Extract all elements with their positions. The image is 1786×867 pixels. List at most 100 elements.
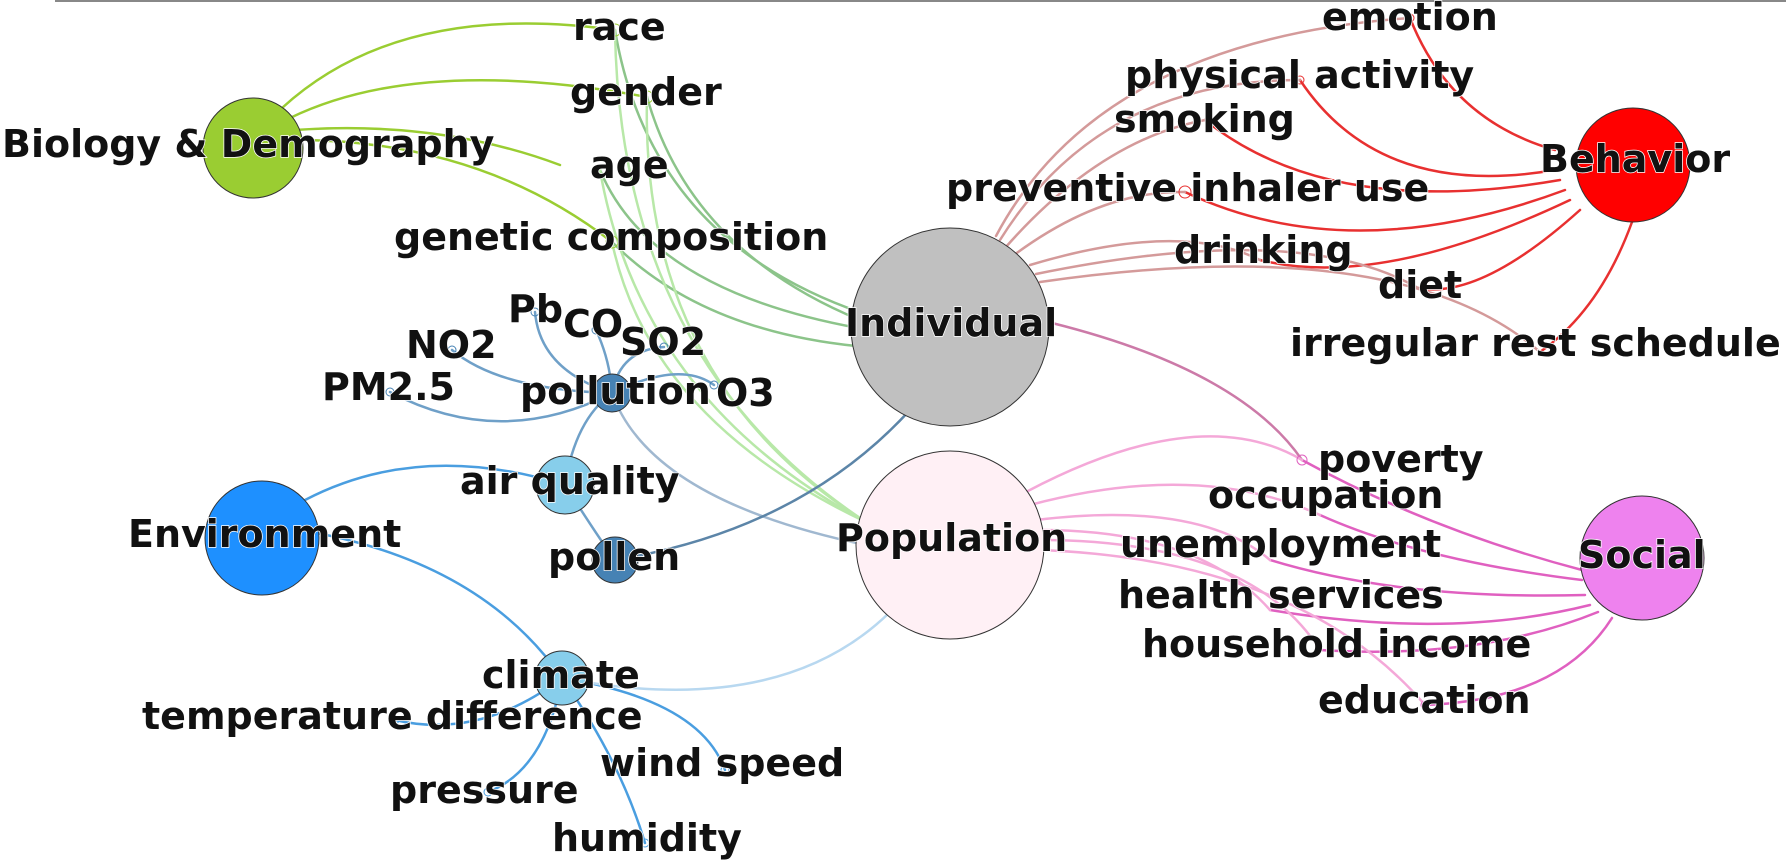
dot-pm25 xyxy=(385,387,395,397)
edge-biology-race xyxy=(280,22,617,110)
label-o3: O3 xyxy=(716,371,775,415)
dot-emotion xyxy=(1405,13,1415,23)
label-social: Social xyxy=(1578,533,1706,577)
edge-behavior-drinking xyxy=(1258,198,1572,269)
node-airquality-circle[interactable] xyxy=(535,455,595,515)
label-income: household income xyxy=(1142,622,1531,666)
label-diet: diet xyxy=(1378,263,1462,307)
dot-genetic xyxy=(605,235,619,249)
dot-physical xyxy=(1295,75,1305,85)
edge-population-poverty xyxy=(1024,435,1304,494)
edge-social-poverty xyxy=(1300,458,1584,572)
label-no2: NO2 xyxy=(406,323,497,367)
label-environment: Environment xyxy=(128,512,401,556)
dot-so2 xyxy=(659,342,669,352)
label-education: education xyxy=(1318,678,1531,722)
edge-individual-poverty xyxy=(1050,321,1304,462)
node-environment-circle[interactable] xyxy=(204,480,320,596)
edge-individual-inhaler xyxy=(1008,190,1187,260)
dot-poverty xyxy=(1296,454,1308,466)
edge-individual-emotion xyxy=(994,16,1412,238)
label-rest: irregular rest schedule xyxy=(1290,321,1781,365)
label-drinking: drinking xyxy=(1174,228,1353,272)
dot-o3 xyxy=(709,380,719,390)
label-pb: Pb xyxy=(508,287,563,331)
edge-biology-gender xyxy=(288,78,649,120)
edge-age-individual xyxy=(598,168,860,330)
dot-humidity xyxy=(640,838,650,848)
edge-biology-age xyxy=(293,126,562,167)
dot-windspeed xyxy=(720,765,730,775)
edge-climate-population xyxy=(560,610,892,691)
edge-population-health xyxy=(1038,528,1272,612)
dot-gender xyxy=(640,90,654,104)
edge-individual-rest xyxy=(1038,265,1542,354)
edge-biology-genetic xyxy=(293,138,614,244)
edge-genetic-population xyxy=(610,240,868,524)
leaf-dots xyxy=(385,13,1430,848)
label-behavior: Behavior xyxy=(1540,137,1730,181)
label-gender: gender xyxy=(570,70,722,114)
label-climate: climate xyxy=(482,653,640,697)
edge-behavior-rest xyxy=(1538,220,1634,354)
edge-behavior-emotion xyxy=(1408,16,1557,152)
edge-environment-airquality xyxy=(303,464,567,502)
label-humidity: humidity xyxy=(552,816,742,860)
dot-pressure xyxy=(483,787,493,797)
label-health: health services xyxy=(1118,573,1444,617)
label-temperature: temperature difference xyxy=(142,694,643,738)
edge-social-education xyxy=(1423,616,1614,707)
edge-genetic-individual xyxy=(610,240,858,348)
node-behavior-circle[interactable] xyxy=(1575,107,1691,223)
label-pm25: PM2.5 xyxy=(322,365,455,409)
label-occupation: occupation xyxy=(1208,473,1443,517)
node-biology-circle[interactable] xyxy=(202,97,304,199)
node-climate-circle[interactable] xyxy=(534,650,590,706)
label-pollution: pollution xyxy=(520,369,711,413)
label-poverty: poverty xyxy=(1318,437,1484,481)
label-airquality: air quality xyxy=(460,459,680,503)
dot-co xyxy=(591,325,601,335)
label-individual: Individual xyxy=(845,301,1057,345)
edge-environment-climate xyxy=(298,528,564,680)
edge-individual-smoking xyxy=(1003,118,1207,250)
edge-race-population xyxy=(613,28,868,524)
edge-social-income xyxy=(1318,610,1600,653)
dot-inhaler xyxy=(1178,185,1192,199)
label-smoking: smoking xyxy=(1114,97,1295,141)
edge-pollution-no2 xyxy=(450,348,614,395)
edge-behavior-physical xyxy=(1298,78,1557,178)
edge-pollution-pm25 xyxy=(388,390,614,423)
node-pollution-circle[interactable] xyxy=(592,373,632,413)
label-unemployment: unemployment xyxy=(1120,522,1441,566)
label-so2: SO2 xyxy=(620,320,706,364)
node-population-circle[interactable] xyxy=(855,450,1045,640)
edge-behavior-inhaler xyxy=(1183,188,1567,232)
label-inhaler: preventive inhaler use xyxy=(946,166,1429,210)
dot-no2 xyxy=(447,345,457,355)
label-age: age xyxy=(590,143,669,187)
edge-social-unemployment xyxy=(1268,558,1587,597)
node-pollen-circle[interactable] xyxy=(591,536,639,584)
edge-gender-population xyxy=(645,95,868,524)
edge-individual-physical xyxy=(998,78,1302,242)
edge-population-income xyxy=(1038,538,1322,652)
label-race: race xyxy=(573,5,666,49)
label-emotion: emotion xyxy=(1322,0,1498,39)
node-social-circle[interactable] xyxy=(1579,495,1705,621)
dot-education xyxy=(1420,700,1430,710)
edge-pollution-population xyxy=(610,391,868,547)
edge-population-occupation xyxy=(1028,483,1322,517)
edge-behavior-smoking xyxy=(1203,118,1562,193)
edges xyxy=(280,16,1634,845)
edge-social-occupation xyxy=(1318,513,1584,582)
label-windspeed: wind speed xyxy=(600,741,844,785)
node-individual-circle[interactable] xyxy=(850,227,1050,427)
dot-temperature xyxy=(390,715,400,725)
edge-pollen-individual xyxy=(613,408,912,562)
edge-population-unemployment xyxy=(1034,513,1272,562)
label-population: Population xyxy=(836,516,1067,560)
edge-race-individual xyxy=(613,28,864,315)
